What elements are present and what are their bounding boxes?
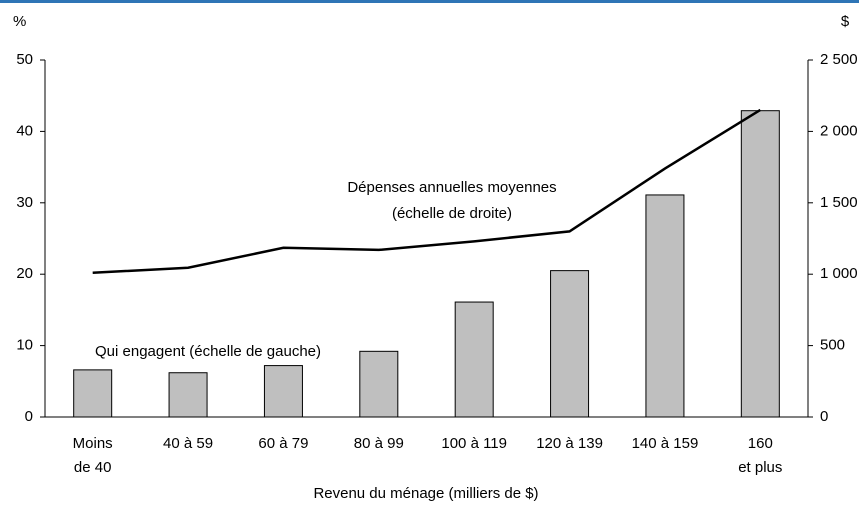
x-tick-label: 60 à 79 <box>258 435 308 452</box>
bar <box>454 301 494 418</box>
y2-tick-label: 2 500 <box>820 51 858 68</box>
y2-tick-label: 1 500 <box>820 194 858 211</box>
bar <box>740 110 780 418</box>
y2-tick-label: 1 000 <box>820 265 858 282</box>
y-axis-label: % <box>13 13 26 30</box>
bar <box>73 369 113 418</box>
y-tick-label: 20 <box>16 265 33 282</box>
bar <box>168 372 208 418</box>
x-tick-label: 140 à 159 <box>632 435 699 452</box>
y-tick-label: 50 <box>16 51 33 68</box>
bar <box>550 270 590 418</box>
series-label: Qui engagent (échelle de gauche) <box>95 343 321 360</box>
y-tick-label: 0 <box>25 408 33 425</box>
y-tick-label: 40 <box>16 122 33 139</box>
y2-tick-label: 2 000 <box>820 122 858 139</box>
y2-tick-label: 500 <box>820 337 845 354</box>
bar <box>263 365 303 418</box>
y-tick-label: 30 <box>16 194 33 211</box>
y2-tick-label: 0 <box>820 408 828 425</box>
bar <box>359 350 399 418</box>
x-tick-label: 120 à 139 <box>536 435 603 452</box>
bar <box>645 194 685 418</box>
series-label: (échelle de droite) <box>392 205 512 222</box>
x-tick-label: et plus <box>738 459 782 476</box>
x-tick-label: de 40 <box>74 459 112 476</box>
y2-axis-label: $ <box>841 13 850 30</box>
x-tick-label: 100 à 119 <box>441 435 507 452</box>
x-tick-label: 80 à 99 <box>354 435 404 452</box>
y-tick-label: 10 <box>16 337 33 354</box>
x-tick-label: Moins <box>73 435 113 452</box>
x-tick-label: 160 <box>748 435 773 452</box>
series-label: Dépenses annuelles moyennes <box>347 179 556 196</box>
x-tick-label: 40 à 59 <box>163 435 213 452</box>
top-rule <box>0 0 859 3</box>
line <box>92 108 761 275</box>
x-axis-label: Revenu du ménage (milliers de $) <box>313 485 538 502</box>
